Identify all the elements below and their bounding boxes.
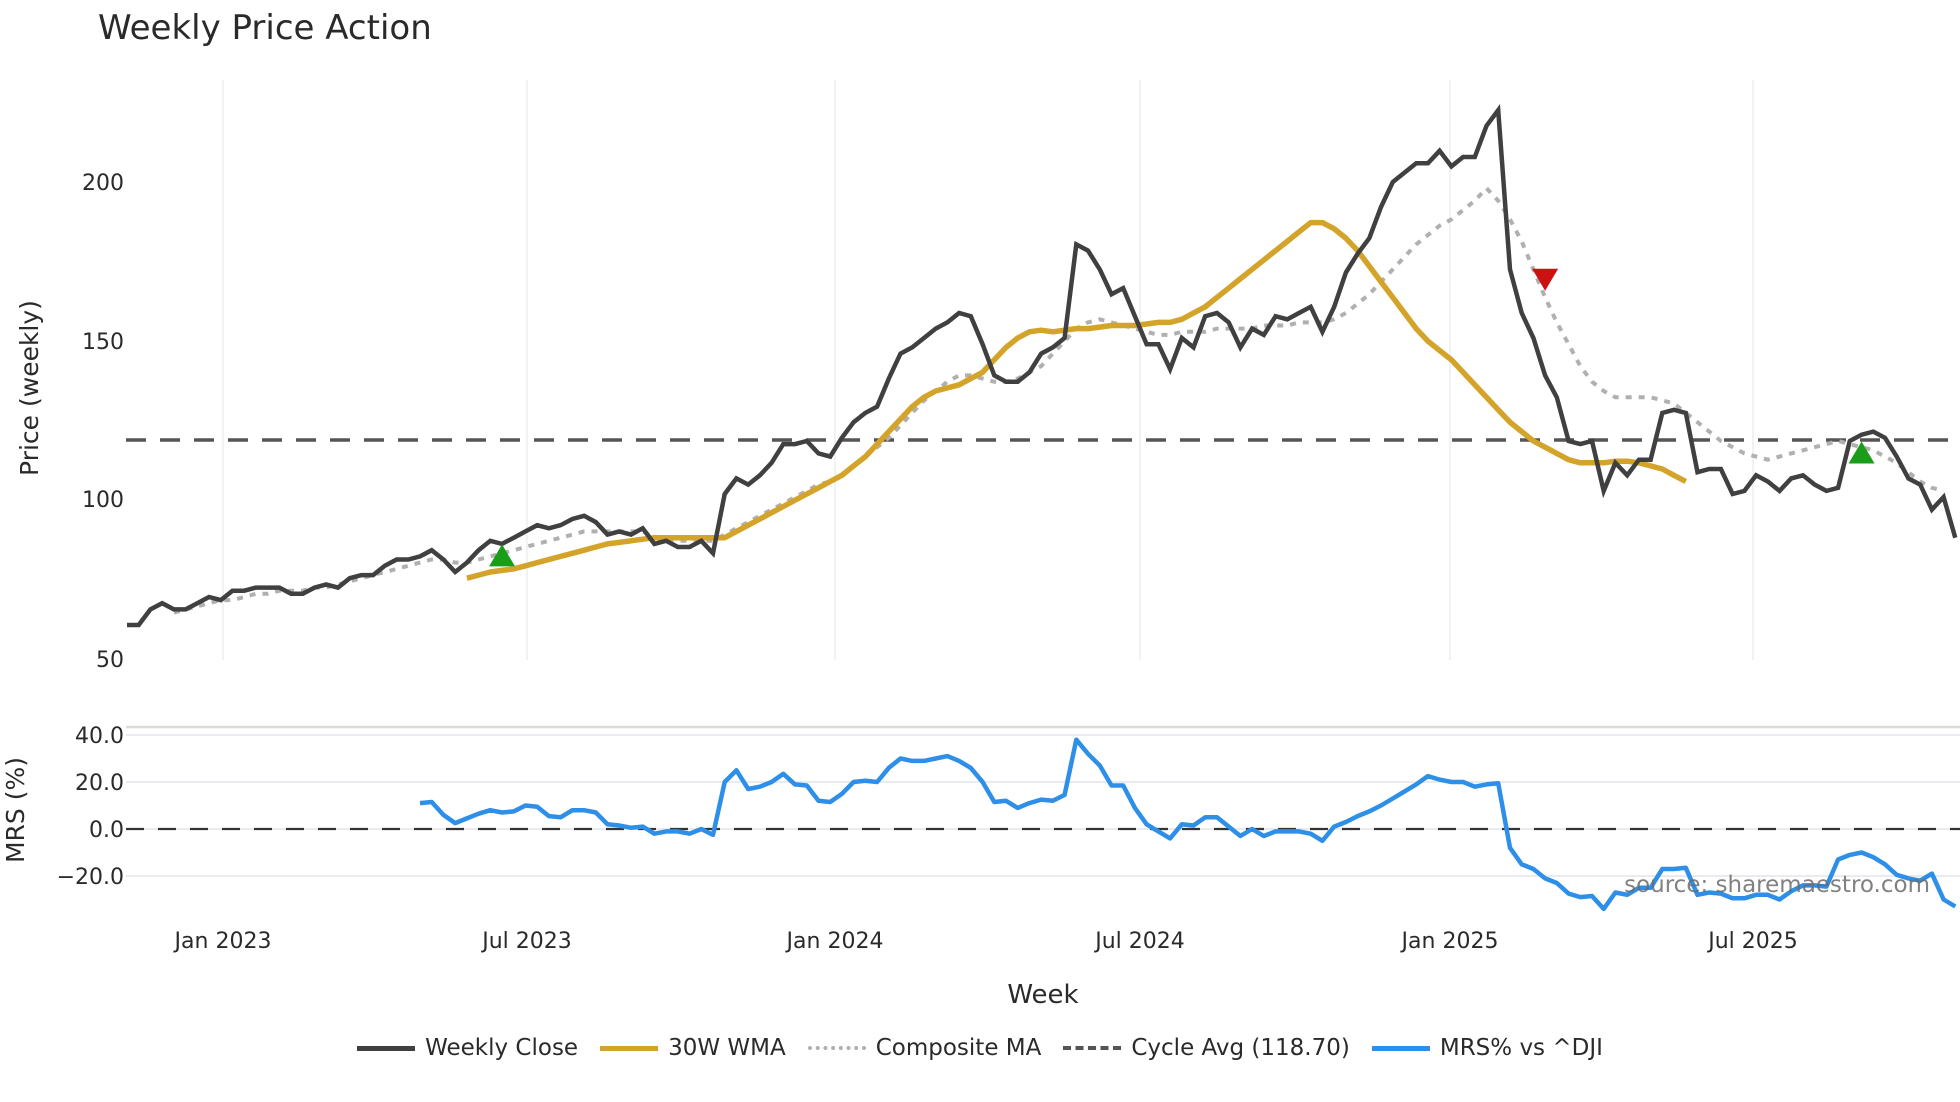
source-watermark: source: sharemaestro.com: [1624, 872, 1930, 898]
price-tick-200: 200: [82, 171, 124, 196]
mrs-axis-label: MRS (%): [1, 757, 30, 863]
mrs-axis: 40.0 20.0 0.0 −20.0: [57, 724, 124, 890]
price-axis-label: Price (weekly): [15, 300, 44, 476]
chart-title: Weekly Price Action: [98, 8, 432, 48]
composite-ma-line: [173, 185, 1945, 615]
mrs-tick-40: 40.0: [75, 724, 124, 749]
x-tick-jan-2023: Jan 2023: [173, 929, 272, 954]
solid-line-icon: [1371, 1045, 1430, 1051]
x-tick-jan-2025: Jan 2025: [1400, 929, 1499, 954]
price-tick-150: 150: [82, 330, 124, 355]
x-tick-jan-2024: Jan 2024: [785, 929, 884, 954]
price-tick-50: 50: [96, 648, 124, 673]
legend-label: Weekly Close: [425, 1035, 579, 1061]
buy-signal-icon: [489, 544, 516, 567]
sell-signal-icon: [1532, 268, 1559, 291]
legend-cycle-avg[interactable]: Cycle Avg (118.70): [1063, 1035, 1350, 1061]
wma-line: [466, 219, 1688, 581]
buy-signal-icon: [1848, 441, 1875, 464]
mrs-tick-20: 20.0: [75, 771, 124, 796]
solid-line-icon: [357, 1045, 416, 1051]
x-axis: Jan 2023 Jul 2023 Jan 2024 Jul 2024 Jan …: [173, 929, 1798, 954]
x-tick-jul-2025: Jul 2025: [1706, 929, 1798, 954]
legend-label: 30W WMA: [668, 1035, 786, 1061]
legend-label: MRS% vs ^DJI: [1439, 1035, 1603, 1061]
dashed-line-icon: [1063, 1046, 1122, 1050]
legend-label: Composite MA: [875, 1035, 1042, 1061]
x-tick-jul-2024: Jul 2024: [1093, 929, 1185, 954]
price-axis: 200 150 100 50: [82, 171, 124, 673]
legend-label: Cycle Avg (118.70): [1131, 1035, 1350, 1061]
legend-30w-wma[interactable]: 30W WMA: [600, 1035, 786, 1061]
legend-composite-ma[interactable]: Composite MA: [807, 1035, 1042, 1061]
x-axis-label: Week: [1007, 980, 1078, 1010]
mrs-gridlines: [126, 725, 1960, 877]
x-tick-jul-2023: Jul 2023: [480, 929, 572, 954]
legend: Weekly Close 30W WMA Composite MA Cycle …: [0, 1035, 1960, 1061]
signal-markers: [489, 268, 1875, 567]
weekly-close-line: [127, 104, 1958, 628]
mrs-tick-neg20: −20.0: [57, 865, 124, 890]
mrs-line: [419, 737, 1957, 912]
price-tick-100: 100: [82, 488, 124, 513]
vertical-gridlines: [222, 80, 1754, 660]
legend-mrs[interactable]: MRS% vs ^DJI: [1371, 1035, 1603, 1061]
mrs-tick-0: 0.0: [89, 818, 124, 843]
solid-line-icon: [600, 1045, 659, 1051]
legend-weekly-close[interactable]: Weekly Close: [357, 1035, 578, 1061]
dotted-line-icon: [807, 1046, 866, 1050]
